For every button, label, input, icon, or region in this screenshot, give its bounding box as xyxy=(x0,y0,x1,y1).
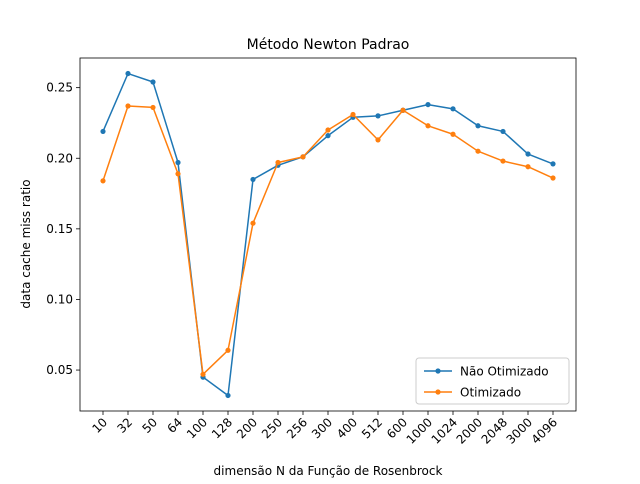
data-point-0-6 xyxy=(250,176,256,183)
data-point-1-13 xyxy=(425,123,431,129)
data-point-1-7 xyxy=(275,159,281,166)
data-point-0-16 xyxy=(500,128,506,135)
legend-label-0: Não Otimizado xyxy=(460,365,549,379)
data-point-0-3 xyxy=(175,159,181,166)
data-point-0-2 xyxy=(150,79,156,85)
data-point-0-15 xyxy=(475,123,481,129)
x-axis-label: dimensão N da Função de Rosenbrock xyxy=(214,464,443,478)
chart-title: Método Newton Padrao xyxy=(247,37,410,53)
data-point-1-10 xyxy=(350,111,356,118)
data-point-0-0 xyxy=(100,128,106,135)
data-point-1-17 xyxy=(525,164,531,170)
legend-swatch-marker-0 xyxy=(435,368,441,374)
data-point-1-18 xyxy=(550,175,556,181)
data-point-1-5 xyxy=(225,347,231,353)
data-point-0-18 xyxy=(550,161,556,167)
data-point-1-4 xyxy=(200,371,206,377)
legend-box xyxy=(415,357,570,405)
y-tick-label: 0.05 xyxy=(46,363,73,377)
y-tick-label: 0.15 xyxy=(46,222,73,236)
y-tick-label: 0.10 xyxy=(46,292,73,306)
legend-swatch-marker-1 xyxy=(435,389,441,395)
data-point-1-16 xyxy=(500,158,506,164)
data-point-1-3 xyxy=(175,171,181,177)
data-point-1-9 xyxy=(325,127,331,133)
legend-label-1: Otimizado xyxy=(460,386,521,400)
data-point-0-17 xyxy=(525,151,531,157)
data-point-1-0 xyxy=(100,178,106,184)
data-point-1-8 xyxy=(300,154,306,160)
data-point-1-12 xyxy=(400,107,406,113)
data-point-1-2 xyxy=(150,104,156,111)
y-axis-label: data cache miss ratio xyxy=(19,179,33,308)
data-point-1-15 xyxy=(475,148,481,154)
data-point-0-14 xyxy=(450,106,456,112)
data-point-1-6 xyxy=(250,220,256,226)
data-point-0-13 xyxy=(425,101,431,108)
data-point-0-11 xyxy=(375,113,381,119)
data-point-1-11 xyxy=(375,137,381,143)
legend: Não Otimizado Otimizado xyxy=(415,357,570,405)
data-point-1-14 xyxy=(450,131,456,137)
data-point-1-1 xyxy=(125,103,131,109)
y-tick-label: 0.25 xyxy=(46,81,73,95)
data-point-0-5 xyxy=(225,392,231,399)
data-point-0-9 xyxy=(325,133,331,139)
data-point-0-1 xyxy=(125,70,131,77)
y-tick-label: 0.20 xyxy=(46,151,73,165)
